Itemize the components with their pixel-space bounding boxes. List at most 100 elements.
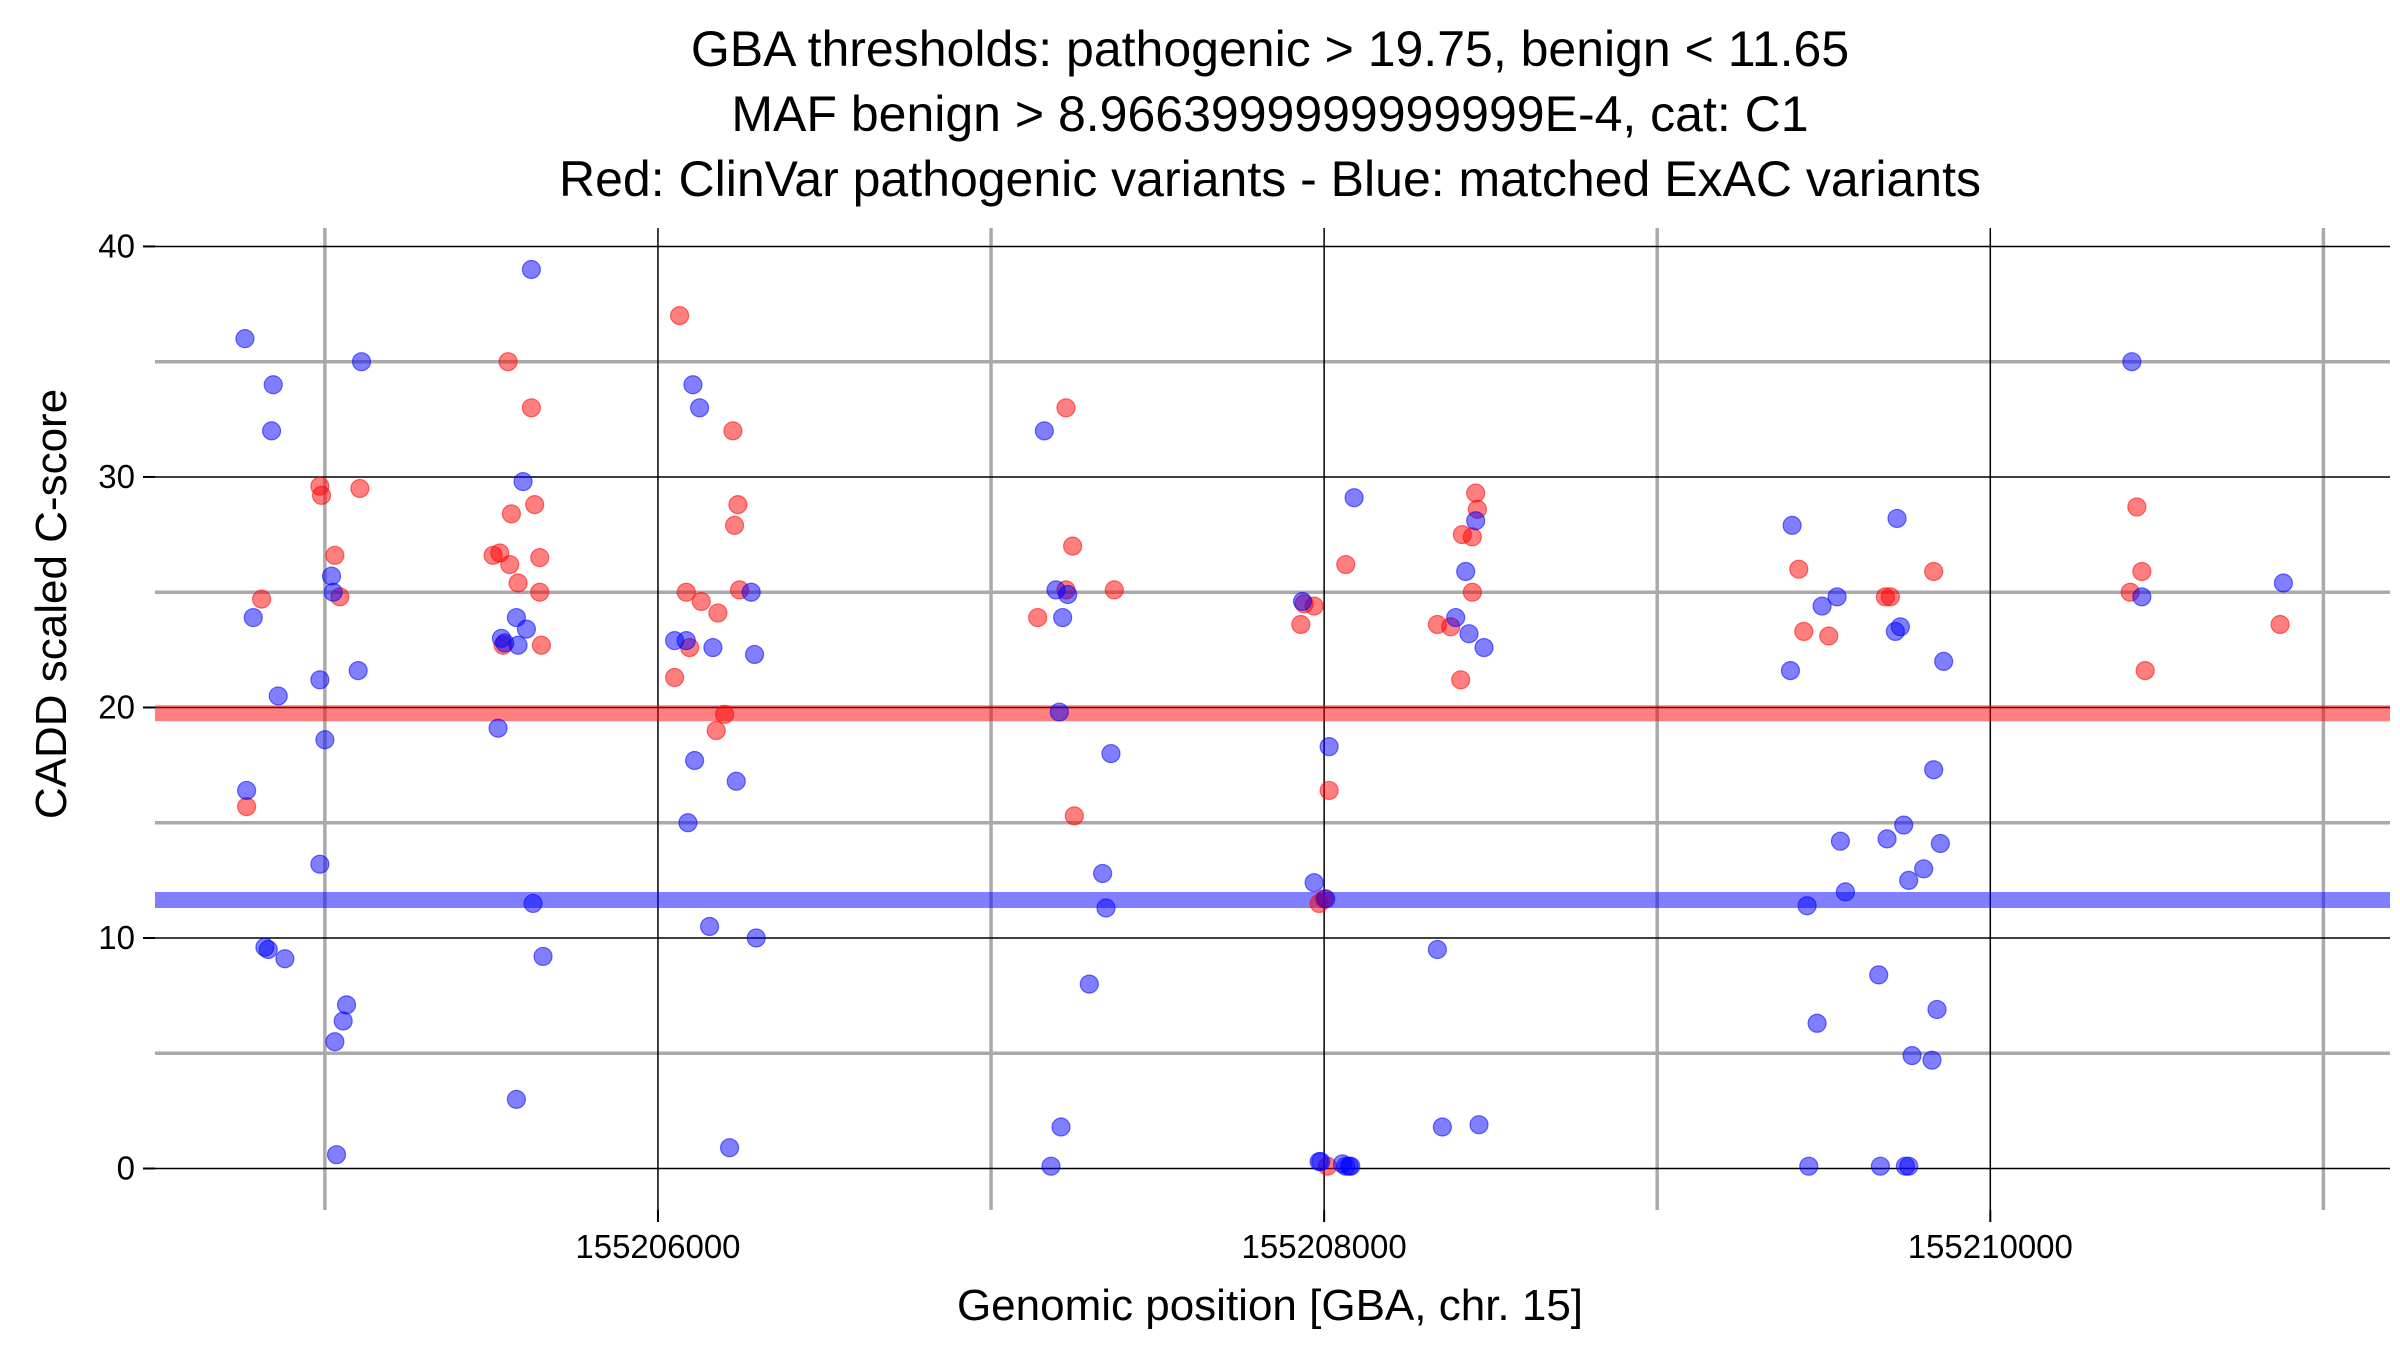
exac-variant-point [1432, 1117, 1452, 1137]
exac-variant-point [513, 471, 533, 492]
x-axis-title: Genomic position [GBA, chr. 15] [957, 1281, 1583, 1330]
pathogenic-variant-point [525, 495, 545, 515]
exac-variant-point [1869, 965, 1889, 985]
y-tick-label: 10 [98, 919, 135, 956]
exac-variant-point [1311, 1151, 1331, 1172]
exac-variant-point [676, 631, 696, 651]
pathogenic-variant-point [501, 504, 522, 524]
exac-variant-point [243, 607, 263, 628]
pathogenic-variant-point [1462, 527, 1482, 547]
exac-variant-point [1053, 607, 1073, 628]
pathogenic-variant-point [2135, 660, 2155, 681]
pathogenic-variant-point [1028, 607, 1048, 628]
chart-title: GBA thresholds: pathogenic > 19.75, beni… [559, 21, 1981, 207]
exac-variant-point [1101, 743, 1121, 764]
exac-variant-point [1887, 508, 1907, 529]
pathogenic-variant-point [706, 720, 726, 741]
exac-variant-point [321, 566, 342, 586]
exac-variant-point [523, 893, 543, 914]
x-tick-label: 155208000 [1242, 1228, 1407, 1265]
pathogenic-variant-point [350, 478, 370, 499]
y-tick-label: 20 [98, 688, 135, 725]
pathogenic-variant-point [1880, 587, 1900, 607]
pathogenic-variant-point [708, 603, 728, 623]
exac-variant-point [1034, 421, 1054, 441]
exac-variant-point [235, 329, 255, 349]
exac-variant-point [1902, 1045, 1922, 1066]
exac-variant-point [310, 670, 330, 690]
exac-variant-point [1877, 829, 1897, 849]
exac-variant-point [2273, 573, 2294, 593]
exac-variant-point [2122, 352, 2142, 372]
title-line-3: Red: ClinVar pathogenic variants - Blue:… [559, 151, 1981, 207]
exac-variant-point [508, 635, 528, 655]
pathogenic-variant-point [1319, 780, 1339, 801]
pathogenic-variant-point [1819, 626, 1839, 646]
exac-variant-point [683, 375, 703, 395]
y-axis: 0 10 20 30 40 [98, 227, 155, 1187]
exac-variant-point [1292, 591, 1313, 612]
exac-variant-point [1924, 760, 1944, 780]
title-line-1: GBA thresholds: pathogenic > 19.75, beni… [691, 21, 1849, 77]
exac-variant-point [488, 718, 508, 738]
pathogenic-variant-point [665, 667, 685, 688]
exac-variant-point [326, 1145, 347, 1165]
pathogenic-variant-point [1291, 614, 1311, 635]
pathogenic-variant-point [500, 554, 520, 575]
pathogenic-variant-point [1466, 483, 1486, 503]
exac-variant-point [1807, 1013, 1827, 1033]
exac-variant-point [1093, 863, 1113, 884]
exac-variant-point [703, 637, 723, 658]
exac-variant-point [521, 259, 541, 280]
pathogenic-variant-point [521, 398, 541, 418]
exac-variant-point [1341, 1156, 1361, 1176]
pathogenic-variant-point [1063, 536, 1083, 556]
pathogenic-variant-point [1794, 621, 1814, 642]
exac-variant-point [1890, 617, 1910, 637]
exac-variant-point [506, 1089, 526, 1109]
threshold-lines [155, 705, 2390, 908]
exac-variant-point [351, 352, 372, 372]
exac-variant-point [1812, 596, 1832, 616]
exac-variant-point [719, 1138, 740, 1158]
exac-variant-point [336, 995, 357, 1015]
exac-variant-point [1474, 637, 1494, 658]
pathogenic-variant-point [670, 305, 690, 326]
pathogenic-variant-point [1924, 561, 1944, 582]
exac-variant-point [1058, 584, 1078, 605]
pathogenic-variant-point [1064, 806, 1084, 826]
exac-variant-point [261, 421, 282, 441]
pathogenic-variant-point [236, 796, 257, 817]
exac-variant-point [1799, 1156, 1819, 1176]
exac-variant-point [689, 398, 710, 418]
pathogenic-variant-point [531, 635, 551, 655]
pathogenic-variant-point [251, 589, 272, 609]
exac-variant-point [1459, 624, 1479, 644]
exac-variant-point [746, 928, 766, 948]
exac-variant-point [315, 730, 335, 750]
exac-variant-point [1899, 1156, 1919, 1176]
pathogenic-variant-point [1451, 670, 1471, 690]
y-axis-title: CADD scaled C-score [27, 389, 76, 819]
exac-variant-point [1041, 1156, 1061, 1176]
exac-variant-point [1446, 607, 1466, 628]
exac-variant-point [1870, 1156, 1890, 1176]
exac-variant-point [533, 946, 553, 967]
exac-variant-point [2132, 587, 2152, 607]
exac-variant-point [744, 644, 765, 665]
pathogenic-variant-point [1056, 398, 1076, 418]
exac-variant-point [1930, 833, 1950, 854]
exac-variant-point [1319, 737, 1339, 757]
exac-variant-point [1797, 896, 1817, 916]
pathogenic-variant-point [2132, 561, 2152, 582]
exac-variant-point [1827, 587, 1847, 607]
pathogenic-variant-point [498, 352, 518, 372]
exac-variant-point [275, 949, 295, 969]
exac-variant-point [1316, 889, 1336, 909]
exac-variant-point [726, 771, 746, 791]
exac-variant-point [516, 619, 536, 639]
data-points [235, 259, 2294, 1176]
exac-variant-point [741, 582, 761, 602]
y-tick-label: 40 [98, 227, 135, 264]
exac-variant-point [323, 582, 343, 602]
